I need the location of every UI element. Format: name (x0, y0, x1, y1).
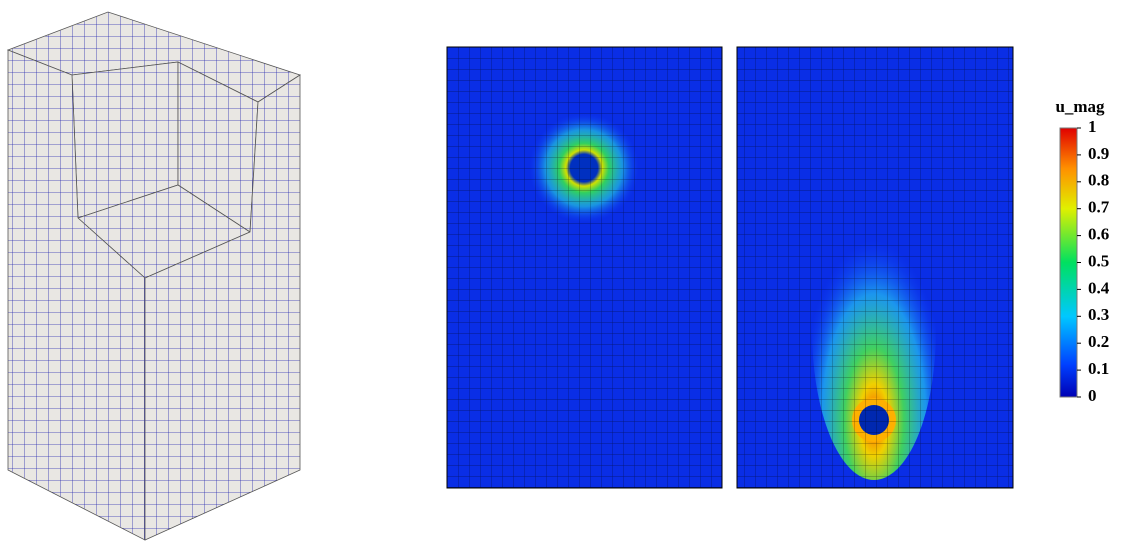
colorbar-tick-label: 0.9 (1088, 144, 1109, 163)
figure: u_mag 0 0.1 0.2 0.3 0.4 0.5 0.6 0.7 0.8 0.9 1 (0, 0, 1133, 544)
mesh-block (8, 12, 300, 540)
field-right (737, 47, 1013, 488)
colorbar-tick-label: 0.1 (1088, 359, 1109, 378)
colorbar-tick-label: 0.2 (1088, 332, 1109, 351)
colorbar-tick-label: 0.4 (1088, 278, 1110, 297)
colorbar-tick-label: 0 (1088, 386, 1097, 405)
colorbar-tick-label: 0.6 (1088, 225, 1109, 244)
colorbar (1060, 128, 1077, 397)
colorbar-tick-label: 1 (1088, 117, 1097, 136)
colorbar-tick-label: 0.8 (1088, 171, 1109, 190)
colorbar-tick-label: 0.3 (1088, 305, 1109, 324)
colorbar-ticks: 0 0.1 0.2 0.3 0.4 0.5 0.6 0.7 0.8 0.9 1 (1077, 117, 1110, 405)
colorbar-tick-label: 0.5 (1088, 251, 1109, 270)
field-left (447, 47, 722, 488)
colorbar-title: u_mag (1055, 97, 1105, 116)
colorbar-tick-label: 0.7 (1088, 198, 1110, 217)
